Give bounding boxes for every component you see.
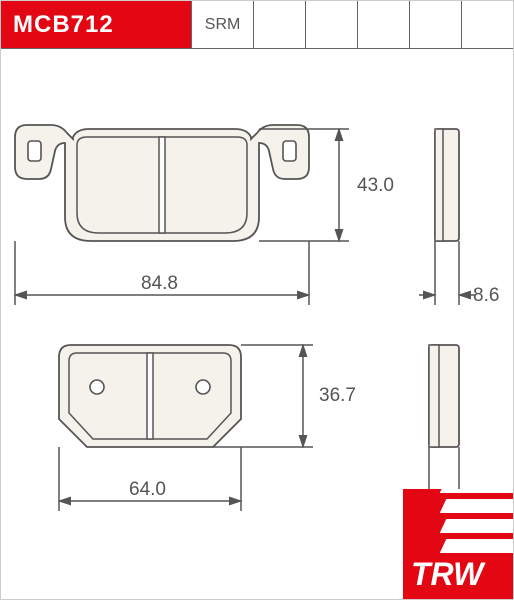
spec-card: MCB712 SRM	[0, 0, 514, 600]
dim-top-width-label: 84.8	[141, 273, 178, 294]
part-number: MCB712	[13, 11, 114, 39]
logo-text: TRW	[411, 556, 483, 593]
pad-bottom-front	[59, 345, 241, 447]
header-row: MCB712 SRM	[1, 1, 513, 49]
variant-cell-3	[357, 1, 409, 48]
pad-bottom-hole-left	[90, 380, 104, 394]
brand-logo: TRW	[403, 489, 513, 599]
pad-top-side	[435, 129, 459, 241]
dim-bottom-height-label: 36.7	[319, 385, 356, 406]
part-number-cell: MCB712	[1, 1, 191, 48]
pad-top-hole-left	[28, 141, 41, 161]
dim-top-height-label: 43.0	[357, 175, 394, 196]
logo-stripes	[443, 489, 513, 559]
variant-cell-2	[305, 1, 357, 48]
dim-bottom-width-label: 64.0	[129, 479, 166, 500]
pad-top-hole-right	[283, 141, 296, 161]
dim-top-thickness	[419, 241, 475, 305]
variant-cell-1	[253, 1, 305, 48]
dim-top-thickness-label: 8.6	[473, 285, 499, 306]
pad-bottom-hole-right	[196, 380, 210, 394]
variant-cell-4	[409, 1, 461, 48]
pad-bottom-slot	[147, 353, 153, 439]
pad-top-slot	[159, 137, 165, 233]
header-variants: SRM	[191, 1, 513, 48]
pad-top-front	[15, 125, 309, 241]
variant-cell-0: SRM	[191, 1, 253, 48]
variant-cell-5	[461, 1, 513, 48]
pad-bottom-side	[429, 345, 459, 447]
